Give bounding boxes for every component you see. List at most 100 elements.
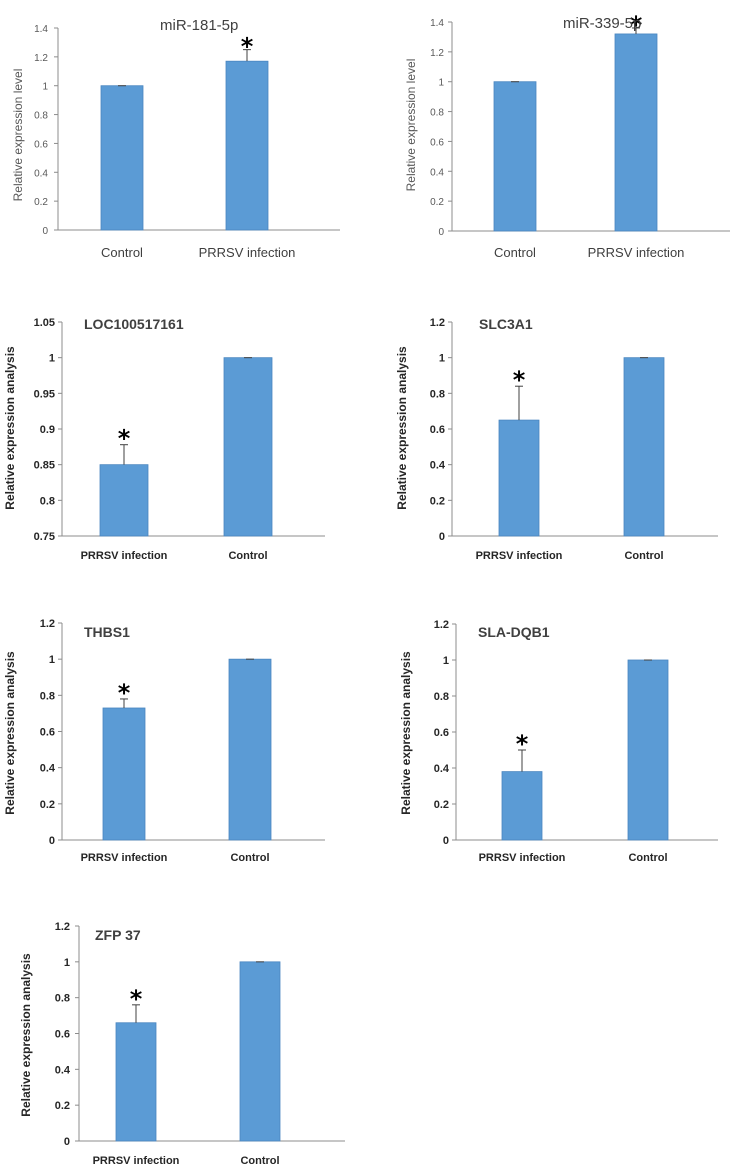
category-label: Control bbox=[228, 550, 267, 562]
y-tick-label: 0.4 bbox=[430, 460, 446, 472]
chart-panel-5: 0 0.2 0.4 0.6 0.8 1 1.2 * PRRSV infection Control… bbox=[3, 618, 325, 864]
y-tick-label: 0.4 bbox=[55, 1064, 71, 1076]
bar-control bbox=[627, 659, 669, 841]
bar-prrsv-infection bbox=[99, 464, 149, 537]
significance-star: * bbox=[516, 730, 529, 758]
chart-title: miR-181-5p bbox=[160, 17, 238, 34]
y-tick-label: 1 bbox=[49, 654, 55, 666]
bar-prrsv-infection bbox=[501, 771, 543, 841]
y-tick-label: 0.2 bbox=[434, 799, 449, 811]
chart-title: SLC3A1 bbox=[479, 316, 533, 332]
y-tick-label: 0.4 bbox=[434, 763, 450, 775]
y-axis-label: Relative expression analysis bbox=[395, 346, 409, 510]
category-label: PRRSV infection bbox=[199, 245, 296, 260]
y-tick-label: 0.6 bbox=[34, 139, 48, 150]
bar-control bbox=[100, 85, 144, 231]
y-tick-label: 0 bbox=[439, 531, 445, 543]
y-tick-label: 0 bbox=[443, 835, 449, 847]
y-tick-label: 1.2 bbox=[430, 317, 445, 329]
category-label: PRRSV infection bbox=[588, 245, 685, 260]
y-tick-label: 1 bbox=[49, 353, 55, 365]
y-tick-label: 0.6 bbox=[40, 727, 55, 739]
category-label: PRRSV infection bbox=[93, 1155, 180, 1167]
y-tick-label: 0.8 bbox=[40, 495, 55, 507]
significance-star: * bbox=[118, 425, 131, 453]
y-tick-label: 0.2 bbox=[55, 1100, 70, 1112]
y-tick-label: 0 bbox=[42, 226, 48, 237]
chart-panel-7: 0 0.2 0.4 0.6 0.8 1 1.2 * PRRSV infection Control… bbox=[19, 921, 345, 1167]
y-tick-label: 0.6 bbox=[55, 1029, 70, 1041]
y-tick-label: 0.2 bbox=[34, 197, 48, 208]
y-tick-label: 0.8 bbox=[430, 108, 444, 119]
y-axis-label: Relative expression analysis bbox=[3, 346, 17, 510]
y-axis-label: Relative expression level bbox=[404, 59, 418, 192]
y-tick-label: 1.2 bbox=[55, 921, 70, 933]
bar-control bbox=[228, 658, 272, 841]
chart-title: ZFP 37 bbox=[95, 927, 141, 943]
y-axis-label: Relative expression analysis bbox=[3, 651, 17, 815]
y-tick-label: 0.6 bbox=[430, 137, 444, 148]
significance-star: * bbox=[630, 11, 643, 39]
y-tick-label: 1.2 bbox=[40, 618, 55, 630]
bar-control bbox=[623, 357, 665, 537]
y-tick-label: 0.2 bbox=[40, 799, 55, 811]
chart-panel-1: 0 0.2 0.4 0.6 0.8 1 1.2 1.4 Control * PRRSV infect… bbox=[11, 17, 340, 260]
y-tick-label: 0.2 bbox=[430, 495, 445, 507]
category-label: Control bbox=[494, 245, 536, 260]
category-label: Control bbox=[230, 852, 269, 864]
category-label: PRRSV infection bbox=[476, 550, 563, 562]
y-tick-label: 0.4 bbox=[34, 168, 48, 179]
category-label: PRRSV infection bbox=[81, 550, 168, 562]
y-tick-label: 0.9 bbox=[40, 424, 55, 436]
y-tick-label: 1.2 bbox=[34, 53, 48, 64]
significance-star: * bbox=[513, 366, 526, 394]
chart-title: miR-339-5p bbox=[563, 15, 641, 32]
bar-prrsv-infection bbox=[102, 707, 146, 841]
y-tick-label: 0.75 bbox=[34, 531, 55, 543]
category-label: Control bbox=[101, 245, 143, 260]
y-tick-label: 0 bbox=[49, 835, 55, 847]
y-tick-label: 1.4 bbox=[430, 18, 444, 29]
chart-panel-6: 0 0.2 0.4 0.6 0.8 1 1.2 * PRRSV infection Control… bbox=[399, 619, 718, 864]
y-tick-label: 0.8 bbox=[34, 111, 48, 122]
bar-prrsv-infection bbox=[225, 60, 269, 231]
category-label: Control bbox=[628, 852, 667, 864]
chart-title: THBS1 bbox=[84, 624, 130, 640]
significance-star: * bbox=[118, 679, 131, 707]
y-tick-label: 1 bbox=[443, 655, 449, 667]
bar-prrsv-infection bbox=[115, 1022, 157, 1142]
y-tick-label: 0.85 bbox=[34, 460, 55, 472]
y-tick-label: 0.2 bbox=[430, 197, 444, 208]
significance-star: * bbox=[130, 985, 143, 1013]
y-tick-label: 0.4 bbox=[430, 167, 444, 178]
y-tick-label: 0.8 bbox=[55, 993, 70, 1005]
bar-prrsv-infection bbox=[498, 419, 540, 537]
chart-panel-4: 0 0.2 0.4 0.6 0.8 1 1.2 * PRRSV infection Control… bbox=[395, 316, 718, 562]
y-tick-label: 1.05 bbox=[34, 317, 55, 329]
category-label: PRRSV infection bbox=[81, 852, 168, 864]
y-tick-label: 1.2 bbox=[434, 619, 449, 631]
category-label: Control bbox=[240, 1155, 279, 1167]
bar-prrsv-infection bbox=[614, 33, 658, 232]
y-tick-label: 1.2 bbox=[430, 48, 444, 59]
category-label: PRRSV infection bbox=[479, 852, 566, 864]
y-tick-label: 0 bbox=[64, 1136, 70, 1148]
y-tick-label: 1 bbox=[64, 957, 70, 969]
chart-panel-2: 0 0.2 0.4 0.6 0.8 1 1.2 1.4 Control * PRRSV infect… bbox=[404, 11, 730, 260]
y-tick-label: 0.8 bbox=[40, 690, 55, 702]
y-tick-label: 0.6 bbox=[434, 727, 449, 739]
y-tick-label: 1 bbox=[438, 78, 444, 89]
y-tick-label: 0.4 bbox=[40, 763, 56, 775]
y-tick-label: 1.4 bbox=[34, 24, 48, 35]
y-tick-label: 1 bbox=[439, 353, 445, 365]
y-tick-label: 0.8 bbox=[434, 691, 449, 703]
category-label: Control bbox=[624, 550, 663, 562]
chart-title: LOC100517161 bbox=[84, 316, 184, 332]
chart-panel-3: 0.75 0.8 0.85 0.9 0.95 1 1.05 * PRRSV infection C… bbox=[3, 316, 325, 562]
y-axis-label: Relative expression analysis bbox=[399, 651, 413, 815]
y-tick-label: 0.6 bbox=[430, 424, 445, 436]
y-axis-label: Relative expression analysis bbox=[19, 953, 33, 1117]
y-axis-label: Relative expression level bbox=[11, 69, 25, 202]
y-tick-label: 0 bbox=[438, 227, 444, 238]
